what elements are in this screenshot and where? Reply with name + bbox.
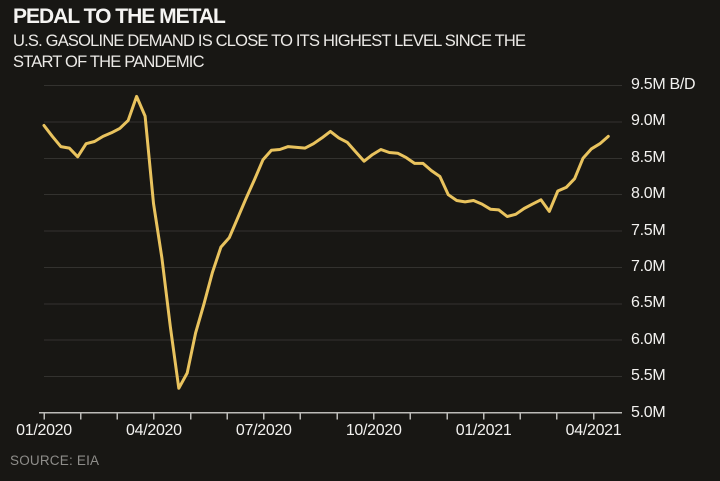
source-credit: SOURCE: EIA bbox=[10, 453, 100, 468]
subtitle-line-2: START OF THE PANDEMIC bbox=[13, 53, 205, 71]
x-axis-label: 07/2020 bbox=[235, 422, 292, 439]
y-axis-label: 9.0M bbox=[631, 112, 666, 130]
y-axis-label: 6.0M bbox=[631, 330, 666, 348]
subtitle-line-1: U.S. GASOLINE DEMAND IS CLOSE TO ITS HIG… bbox=[13, 32, 526, 50]
chart-subtitle: U.S. GASOLINE DEMAND IS CLOSE TO ITS HIG… bbox=[13, 31, 526, 73]
y-axis-label: 8.0M bbox=[631, 185, 666, 203]
demand-line bbox=[42, 94, 610, 390]
y-axis-label: 6.5M bbox=[631, 294, 666, 312]
x-axis-label: 01/2020 bbox=[16, 422, 72, 439]
y-axis-label: 9.5M B/D bbox=[631, 76, 696, 93]
x-axis-label: 04/2021 bbox=[565, 422, 622, 439]
y-axis-label: 7.5M bbox=[631, 221, 666, 239]
y-axis-label: 8.5M bbox=[631, 148, 666, 166]
x-axis-label: 04/2020 bbox=[126, 422, 182, 439]
x-axis-label: 10/2020 bbox=[345, 422, 402, 439]
y-axis-label: 7.0M bbox=[631, 257, 666, 275]
y-axis-label: 5.0M bbox=[631, 403, 666, 421]
y-axis-label: 5.5M bbox=[631, 367, 666, 385]
x-axis-label: 01/2021 bbox=[455, 422, 512, 439]
chart-title: PEDAL TO THE METAL bbox=[13, 5, 226, 28]
